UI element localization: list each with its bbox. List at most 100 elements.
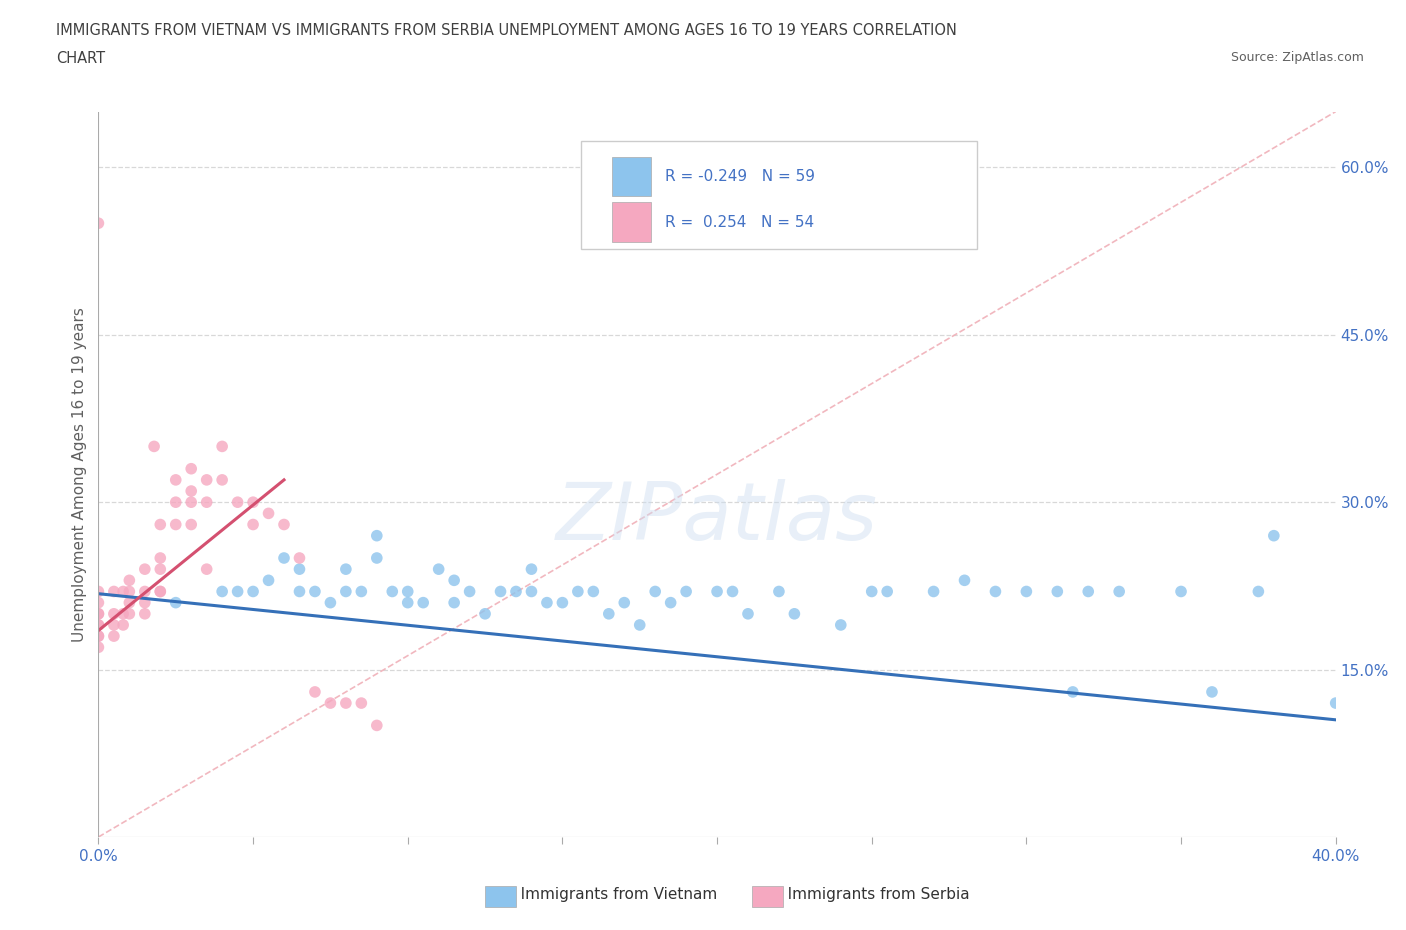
Point — [474, 606, 496, 621]
Point — [87, 606, 110, 621]
Point — [304, 684, 326, 699]
Point — [134, 584, 156, 599]
Point — [366, 551, 388, 565]
Point — [984, 584, 1007, 599]
Point — [737, 606, 759, 621]
Point — [180, 517, 202, 532]
Point — [195, 562, 218, 577]
Y-axis label: Unemployment Among Ages 16 to 19 years: Unemployment Among Ages 16 to 19 years — [72, 307, 87, 642]
Text: Immigrants from Serbia: Immigrants from Serbia — [773, 887, 970, 902]
Point — [149, 517, 172, 532]
Point — [87, 640, 110, 655]
Point — [87, 606, 110, 621]
Point — [613, 595, 636, 610]
Point — [87, 629, 110, 644]
Point — [876, 584, 898, 599]
Point — [87, 216, 110, 231]
Point — [118, 595, 141, 610]
Point — [427, 562, 450, 577]
Point — [180, 495, 202, 510]
Point — [103, 629, 125, 644]
Point — [118, 573, 141, 588]
FancyBboxPatch shape — [581, 140, 977, 249]
Point — [953, 573, 976, 588]
Point — [134, 595, 156, 610]
Point — [273, 517, 295, 532]
Point — [706, 584, 728, 599]
Point — [257, 573, 280, 588]
Point — [273, 551, 295, 565]
Point — [288, 551, 311, 565]
Point — [381, 584, 404, 599]
Point — [335, 562, 357, 577]
Point — [350, 584, 373, 599]
Point — [288, 584, 311, 599]
Point — [103, 584, 125, 599]
Point — [195, 472, 218, 487]
Point — [520, 584, 543, 599]
Point — [768, 584, 790, 599]
Point — [134, 562, 156, 577]
Point — [335, 696, 357, 711]
Point — [242, 495, 264, 510]
Point — [288, 562, 311, 577]
Point — [396, 584, 419, 599]
Point — [1077, 584, 1099, 599]
Point — [165, 495, 187, 510]
Point — [860, 584, 883, 599]
Point — [922, 584, 945, 599]
Point — [112, 606, 135, 621]
Point — [830, 618, 852, 632]
Point — [242, 584, 264, 599]
Point — [149, 584, 172, 599]
Point — [1170, 584, 1192, 599]
Point — [226, 584, 249, 599]
Point — [628, 618, 651, 632]
Point — [112, 584, 135, 599]
Point — [87, 618, 110, 632]
Point — [582, 584, 605, 599]
Point — [551, 595, 574, 610]
Text: Source: ZipAtlas.com: Source: ZipAtlas.com — [1230, 51, 1364, 64]
Point — [1247, 584, 1270, 599]
Point — [366, 718, 388, 733]
Point — [1263, 528, 1285, 543]
Point — [87, 629, 110, 644]
Text: ZIPatlas: ZIPatlas — [555, 479, 879, 557]
Point — [149, 562, 172, 577]
Point — [304, 584, 326, 599]
Point — [180, 461, 202, 476]
Point — [458, 584, 481, 599]
Point — [211, 439, 233, 454]
Point — [319, 696, 342, 711]
Point — [118, 584, 141, 599]
Point — [149, 551, 172, 565]
Point — [195, 495, 218, 510]
Point — [350, 696, 373, 711]
Point — [598, 606, 620, 621]
Point — [112, 618, 135, 632]
Point — [242, 517, 264, 532]
Point — [366, 528, 388, 543]
Point — [721, 584, 744, 599]
Point — [118, 606, 141, 621]
Point — [1046, 584, 1069, 599]
Point — [1201, 684, 1223, 699]
Point — [211, 584, 233, 599]
Point — [1015, 584, 1038, 599]
Point — [143, 439, 166, 454]
Point — [180, 484, 202, 498]
Point — [211, 472, 233, 487]
Point — [87, 618, 110, 632]
Point — [103, 606, 125, 621]
Point — [257, 506, 280, 521]
Point — [783, 606, 806, 621]
Point — [1324, 696, 1347, 711]
Point — [520, 562, 543, 577]
Point — [659, 595, 682, 610]
Point — [1108, 584, 1130, 599]
Point — [396, 595, 419, 610]
Point — [567, 584, 589, 599]
Point — [412, 595, 434, 610]
Point — [1062, 684, 1084, 699]
